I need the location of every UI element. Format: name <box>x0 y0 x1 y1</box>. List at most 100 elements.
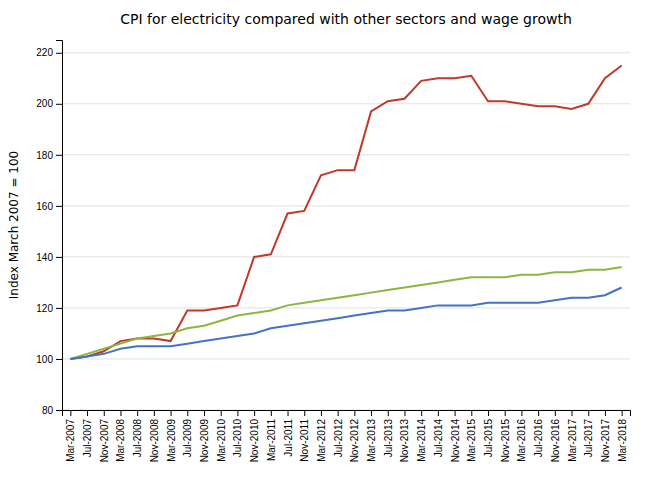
x-tick-mark <box>187 410 188 416</box>
x-tick: Mar-2008 <box>115 410 126 462</box>
x-tick-mark <box>455 410 456 416</box>
y-tick-label: 200 <box>36 98 53 109</box>
x-tick: Nov-2011 <box>299 410 310 462</box>
x-tick-mark <box>555 410 556 416</box>
x-tick-mark <box>471 410 472 416</box>
y-tick-mark <box>56 206 62 207</box>
x-tick: Jul-2009 <box>182 410 193 457</box>
x-tick: Nov-2017 <box>600 410 611 462</box>
x-tick-mark <box>521 410 522 416</box>
x-tick-label: Mar-2014 <box>416 419 427 462</box>
x-tick: Jul-2013 <box>383 410 394 457</box>
x-tick: Jul-2011 <box>283 410 294 457</box>
x-tick-mark <box>87 410 88 416</box>
x-tick-label: Nov-2013 <box>399 419 410 463</box>
x-tick: Mar-2013 <box>366 410 377 462</box>
grid-line <box>62 103 630 104</box>
x-tick-label: Nov-2008 <box>149 419 160 463</box>
x-tick-label: Jul-2016 <box>533 419 544 458</box>
x-tick-mark <box>154 410 155 416</box>
x-tick-label: Jul-2007 <box>82 419 93 458</box>
x-tick-label: Mar-2009 <box>166 419 177 462</box>
x-tick-label: Jul-2017 <box>583 419 594 458</box>
y-tick-label: 100 <box>36 354 53 365</box>
x-tick-label: Jul-2008 <box>132 419 143 458</box>
x-tick-label: Jul-2014 <box>433 419 444 458</box>
x-tick-label: Nov-2012 <box>349 419 360 463</box>
x-tick-label: Mar-2018 <box>617 419 628 462</box>
y-axis-line <box>56 41 63 411</box>
x-tick-mark <box>221 410 222 416</box>
x-tick-label: Jul-2011 <box>283 419 294 457</box>
y-tick-mark <box>56 359 62 360</box>
x-axis: Mar-2007 Jul-2007 Nov-2007 Mar-2008 Jul-2008… <box>63 410 631 462</box>
x-tick-mark <box>505 410 506 416</box>
x-tick-label: Mar-2010 <box>216 419 227 462</box>
grid-line <box>62 256 630 257</box>
x-tick-label: Nov-2010 <box>249 419 260 463</box>
y-tick-label: 80 <box>42 405 54 416</box>
grid-line <box>62 307 630 308</box>
x-tick-mark <box>538 410 539 416</box>
y-axis-title: Index March 2007 = 100 <box>7 151 21 299</box>
y-tick-label: 220 <box>36 47 53 58</box>
x-tick-label: Jul-2010 <box>232 419 243 458</box>
x-tick: Mar-2010 <box>216 410 227 462</box>
x-tick: Nov-2012 <box>349 410 360 462</box>
lines <box>70 66 621 359</box>
chart: 80 100 120 140 160 180 200 220 Mar-2007 Jul-2007 N… <box>0 0 650 488</box>
x-tick: Mar-2012 <box>316 410 327 462</box>
x-tick-mark <box>237 410 238 416</box>
y-tick-mark <box>56 53 62 54</box>
x-tick: Jul-2007 <box>82 410 93 457</box>
x-tick-label: Mar-2013 <box>366 419 377 462</box>
grid-line <box>62 154 630 155</box>
grid <box>62 53 630 410</box>
x-tick-mark <box>588 410 589 416</box>
plot: 80 100 120 140 160 180 200 220 Mar-2007 Jul-2007 N… <box>36 41 630 463</box>
series-line <box>70 267 621 359</box>
x-tick-label: Nov-2009 <box>199 419 210 463</box>
x-tick: Mar-2018 <box>617 410 628 462</box>
x-tick-label: Nov-2016 <box>550 419 561 463</box>
x-tick-mark <box>288 410 289 416</box>
x-tick: Jul-2010 <box>232 410 243 457</box>
y-tick: 220 <box>36 47 62 58</box>
grid-line <box>62 358 630 359</box>
y-tick-label: 120 <box>36 303 53 314</box>
x-tick-mark <box>404 410 405 416</box>
x-tick-label: Jul-2012 <box>333 419 344 458</box>
x-tick-mark <box>371 410 372 416</box>
y-tick-mark <box>56 155 62 156</box>
x-tick: Jul-2016 <box>533 410 544 457</box>
x-tick-mark <box>104 410 105 416</box>
y-tick-mark <box>56 410 62 411</box>
x-tick: Mar-2009 <box>166 410 177 462</box>
x-tick-mark <box>137 410 138 416</box>
x-tick: Nov-2008 <box>149 410 160 462</box>
x-tick: Mar-2015 <box>466 410 477 462</box>
x-tick-mark <box>605 410 606 416</box>
x-tick-label: Nov-2007 <box>99 419 110 463</box>
y-tick: 200 <box>36 98 62 109</box>
x-tick-label: Mar-2016 <box>516 419 527 462</box>
x-tick: Jul-2008 <box>132 410 143 457</box>
x-tick-mark <box>271 410 272 416</box>
x-tick-label: Mar-2015 <box>466 419 477 462</box>
x-tick-label: Mar-2007 <box>65 419 76 462</box>
series-line <box>70 66 621 359</box>
x-tick: Nov-2007 <box>99 410 110 462</box>
y-tick: 180 <box>36 150 62 161</box>
x-tick-mark <box>254 410 255 416</box>
y-tick-mark <box>56 104 62 105</box>
y-tick: 100 <box>36 354 62 365</box>
x-tick-label: Mar-2008 <box>115 419 126 462</box>
grid-line <box>62 52 630 53</box>
x-tick-mark <box>438 410 439 416</box>
x-tick-mark <box>70 410 71 416</box>
y-tick-label: 140 <box>36 252 53 263</box>
y-tick-label: 160 <box>36 201 53 212</box>
x-tick: Mar-2007 <box>65 410 76 462</box>
x-tick-mark <box>338 410 339 416</box>
y-tick-mark <box>56 308 62 309</box>
